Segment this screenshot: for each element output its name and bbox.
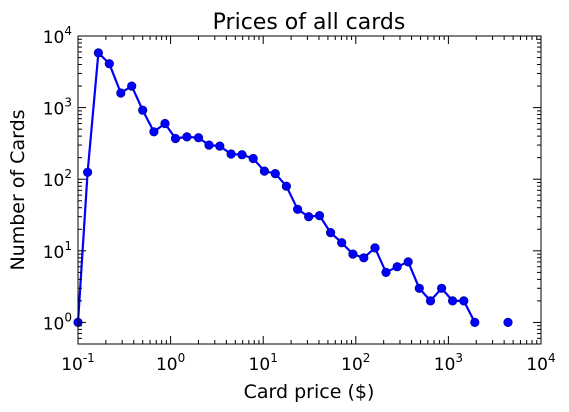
data-point-8 [160, 118, 170, 129]
x-tick-label-0: 10-1 [61, 351, 95, 375]
y-tick-label-0: 100 [43, 310, 72, 334]
plot-frame [77, 35, 542, 345]
data-point-36 [470, 317, 480, 328]
data-point-20 [293, 204, 303, 214]
data-point-30 [403, 257, 413, 267]
data-point-37 [503, 317, 513, 328]
data-point-10 [182, 132, 192, 142]
data-point-16 [248, 153, 258, 164]
data-point-33 [437, 283, 447, 293]
x-tick-label-2: 101 [249, 351, 278, 375]
data-point-12 [204, 140, 214, 150]
data-point-29 [392, 262, 402, 272]
x-axis-label: Card price ($) [244, 381, 375, 403]
data-point-14 [226, 149, 236, 159]
data-point-35 [459, 296, 469, 306]
data-point-5 [127, 81, 137, 91]
x-tick-label-4: 103 [434, 351, 463, 375]
data-point-18 [270, 169, 280, 179]
data-point-11 [193, 133, 204, 143]
data-series [73, 48, 513, 328]
chart-title: Prices of all cards [213, 10, 406, 35]
data-point-2 [93, 48, 103, 58]
data-point-23 [326, 228, 336, 238]
data-point-22 [314, 211, 325, 221]
data-point-27 [370, 243, 380, 253]
data-point-13 [215, 141, 225, 151]
data-point-7 [149, 127, 159, 137]
y-tick-label-1: 101 [43, 239, 72, 263]
data-point-32 [425, 296, 436, 306]
data-point-28 [381, 267, 391, 278]
data-point-6 [138, 105, 148, 115]
data-point-3 [104, 59, 114, 69]
y-tick-label-3: 103 [43, 96, 72, 120]
data-point-26 [359, 253, 369, 263]
data-point-19 [281, 181, 292, 191]
data-point-31 [414, 283, 424, 293]
data-point-1 [82, 167, 93, 177]
x-tick-label-3: 102 [341, 351, 370, 375]
data-point-9 [170, 133, 181, 144]
data-point-17 [259, 166, 270, 176]
y-tick-label-4: 104 [43, 24, 72, 48]
data-point-15 [237, 150, 247, 160]
data-point-25 [348, 249, 358, 259]
y-tick-label-2: 102 [43, 167, 72, 191]
x-tick-label-1: 100 [156, 351, 185, 375]
axis-ticks: 10-1 100 101 102 103 104 100 101 102 103 104 [43, 24, 556, 375]
data-point-21 [304, 212, 314, 222]
y-axis-label: Number of Cards [7, 109, 29, 270]
x-tick-label-5: 104 [526, 351, 555, 375]
data-point-24 [337, 238, 347, 248]
data-point-34 [448, 296, 458, 306]
data-point-4 [116, 88, 126, 98]
series-line [76, 51, 476, 323]
